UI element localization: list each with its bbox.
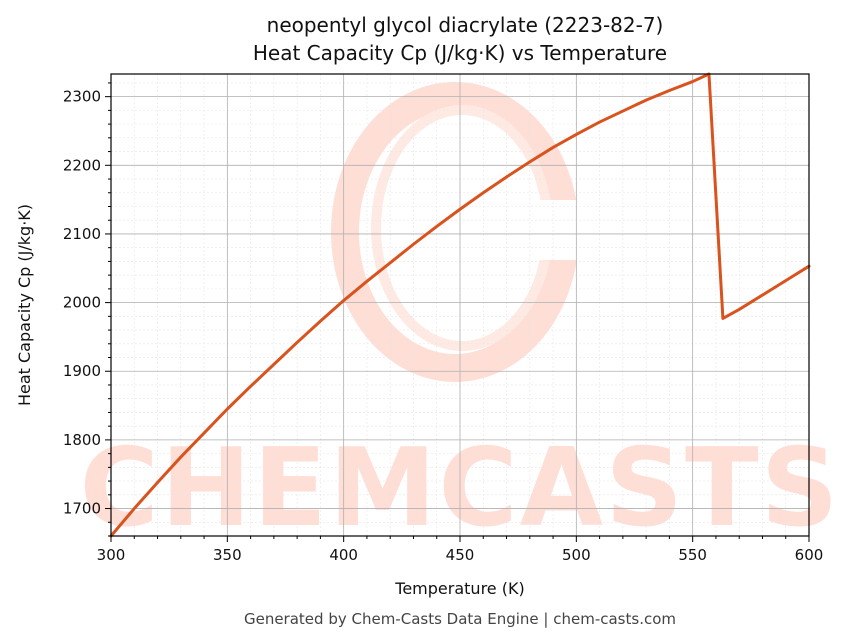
footer-credit: Generated by Chem-Casts Data Engine | ch… <box>244 610 676 628</box>
x-tick-label: 350 <box>213 546 242 564</box>
watermark-logo: CHEMCASTS <box>80 82 841 551</box>
y-axis: 1700 1800 1900 2000 2100 2200 2300 <box>63 82 111 537</box>
y-tick-label: 1900 <box>63 362 101 380</box>
y-axis-label: Heat Capacity Cp (J/kg·K) <box>15 204 34 406</box>
x-tick-label: 550 <box>678 546 707 564</box>
x-tick-label: 500 <box>562 546 591 564</box>
x-tick-label: 400 <box>329 546 358 564</box>
x-tick-label: 450 <box>446 546 475 564</box>
y-tick-label: 2300 <box>63 88 101 106</box>
watermark-swirl <box>331 82 580 382</box>
y-tick-label: 2100 <box>63 225 101 243</box>
x-tick-label: 600 <box>795 546 824 564</box>
x-axis-label: Temperature (K) <box>394 579 524 598</box>
chart-subtitle: Heat Capacity Cp (J/kg·K) vs Temperature <box>253 41 667 65</box>
series-line-cp <box>109 72 811 538</box>
watermark-text: CHEMCASTS <box>80 426 841 551</box>
y-tick-label: 2000 <box>63 294 101 312</box>
y-tick-label: 2200 <box>63 156 101 174</box>
x-axis: 300 350 400 450 500 550 600 <box>97 536 824 564</box>
y-tick-label: 1800 <box>63 431 101 449</box>
chart-title: neopentyl glycol diacrylate (2223-82-7) <box>267 13 664 37</box>
y-tick-label: 1700 <box>63 500 101 518</box>
x-tick-label: 300 <box>97 546 126 564</box>
